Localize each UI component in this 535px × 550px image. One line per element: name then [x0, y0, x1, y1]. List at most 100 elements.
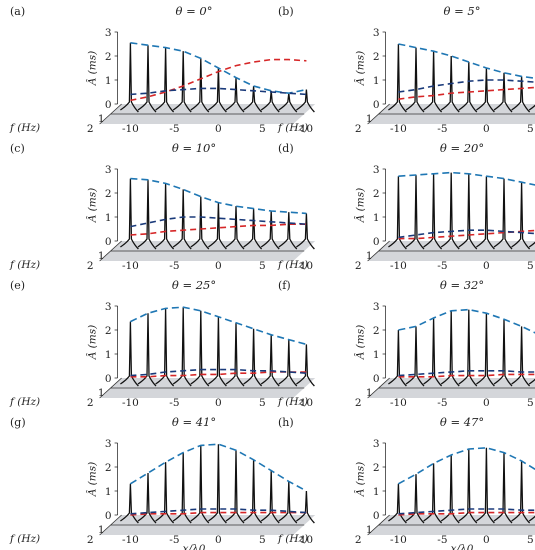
- spectrum-spike: [208, 444, 227, 524]
- x-tick-label: 5: [259, 260, 266, 272]
- y-tick-label: 0: [105, 373, 112, 385]
- x-axis-label: x/λ0: [451, 543, 474, 550]
- spectrum-spike: [155, 183, 175, 250]
- x-tick-label: 0: [215, 534, 222, 546]
- spectrum-spike: [528, 378, 535, 385]
- panel-title: θ = 20°: [440, 141, 484, 155]
- series-blue-line: [398, 43, 535, 80]
- x-tick-label: -5: [169, 260, 179, 272]
- y-tick-label: 3: [373, 27, 380, 39]
- f-tick-label: 2: [87, 534, 94, 546]
- series-navy-line: [398, 229, 535, 239]
- y-tick-label: 3: [105, 164, 112, 176]
- y-tick-label: 2: [373, 188, 380, 200]
- x-tick-label: 0: [215, 123, 222, 135]
- spectrum-spike: [423, 51, 443, 113]
- panel-label: (c): [10, 142, 25, 155]
- y-tick-label: 2: [105, 325, 112, 337]
- spectrum-spike: [440, 310, 460, 387]
- x-tick-label: -10: [122, 397, 139, 409]
- spectrum-spike: [296, 89, 315, 113]
- z-axis-label: f (Hz): [9, 122, 40, 134]
- z-axis-label: f (Hz): [9, 259, 40, 271]
- spectrum-spike: [208, 316, 227, 387]
- spectrum-spike: [225, 206, 245, 250]
- spectrum-spike: [190, 445, 210, 524]
- y-tick-label: 1: [373, 212, 380, 224]
- f-tick-label: 1: [366, 524, 373, 536]
- f-tick-label: 2: [87, 260, 94, 272]
- series-blue-line: [130, 177, 307, 215]
- spectrum-spike: [528, 515, 535, 522]
- series-blue-line: [130, 42, 307, 95]
- y-tick-label: 2: [105, 51, 112, 63]
- y-tick-label: 0: [105, 510, 112, 522]
- x-tick-label: 0: [215, 260, 222, 272]
- spectrum-spike: [458, 309, 478, 387]
- spectrum-spike: [278, 212, 298, 250]
- spectrum-spike: [190, 58, 210, 113]
- x-tick-label: 5: [259, 397, 266, 409]
- series-blue-line: [129, 443, 307, 492]
- y-tick-label: 3: [373, 301, 380, 313]
- x-tick-label: 0: [215, 397, 222, 409]
- y-tick-label: 0: [105, 236, 112, 248]
- z-axis-label: f (Hz): [277, 259, 308, 271]
- spectrum-spike: [190, 196, 210, 250]
- y-tick-label: 1: [373, 75, 380, 87]
- spectrum-spike: [493, 319, 513, 387]
- x-tick-label: 5: [527, 397, 534, 409]
- x-tick-label: 5: [527, 534, 534, 546]
- spectrum-spike: [440, 172, 460, 250]
- panel-title: θ = 10°: [172, 141, 216, 155]
- spectrum-spike: [440, 55, 460, 113]
- y-tick-label: 1: [105, 212, 112, 224]
- panel-label: (g): [10, 416, 26, 429]
- series-navy-line: [398, 79, 535, 93]
- f-tick-label: 1: [98, 524, 105, 536]
- panel-label: (b): [278, 5, 294, 18]
- y-tick-label: 0: [373, 510, 380, 522]
- f-tick-label: 2: [355, 397, 362, 409]
- series-navy-line: [130, 368, 307, 377]
- y-tick-label: 3: [105, 438, 112, 450]
- x-axis-label: x/λ0: [183, 543, 206, 550]
- spectrum-spike: [493, 72, 513, 113]
- x-tick-label: 10: [300, 260, 313, 272]
- f-tick-label: 1: [98, 250, 105, 262]
- f-tick-label: 1: [366, 387, 373, 399]
- x-tick-label: -10: [122, 260, 139, 272]
- x-tick-label: 0: [483, 123, 490, 135]
- panel-title: θ = 32°: [440, 278, 484, 292]
- y-axis-label: Â (ms): [353, 188, 367, 223]
- spectrum-spike: [137, 313, 157, 387]
- spectrum-spike: [405, 47, 425, 113]
- panel-title: θ = 5°: [444, 4, 481, 18]
- spectrum-spike: [172, 189, 192, 250]
- y-tick-label: 0: [373, 99, 380, 111]
- panel-label: (f): [278, 279, 291, 292]
- f-tick-label: 2: [87, 123, 94, 135]
- spectrum-spike: [476, 447, 495, 524]
- panel-label: (e): [10, 279, 25, 292]
- series-blue-line: [398, 171, 535, 186]
- x-tick-label: 5: [527, 260, 534, 272]
- panel-label: (a): [10, 5, 25, 18]
- spectrum-spike: [172, 452, 192, 524]
- panel-label: (d): [278, 142, 294, 155]
- x-tick-label: -10: [390, 123, 407, 135]
- spectrum-spike: [423, 463, 443, 524]
- spectrum-spike: [137, 472, 157, 524]
- spectrum-spike: [511, 460, 531, 524]
- x-tick-label: -5: [169, 397, 179, 409]
- series-blue-line: [398, 308, 535, 334]
- series-blue-line: [398, 446, 535, 485]
- y-tick-label: 2: [105, 188, 112, 200]
